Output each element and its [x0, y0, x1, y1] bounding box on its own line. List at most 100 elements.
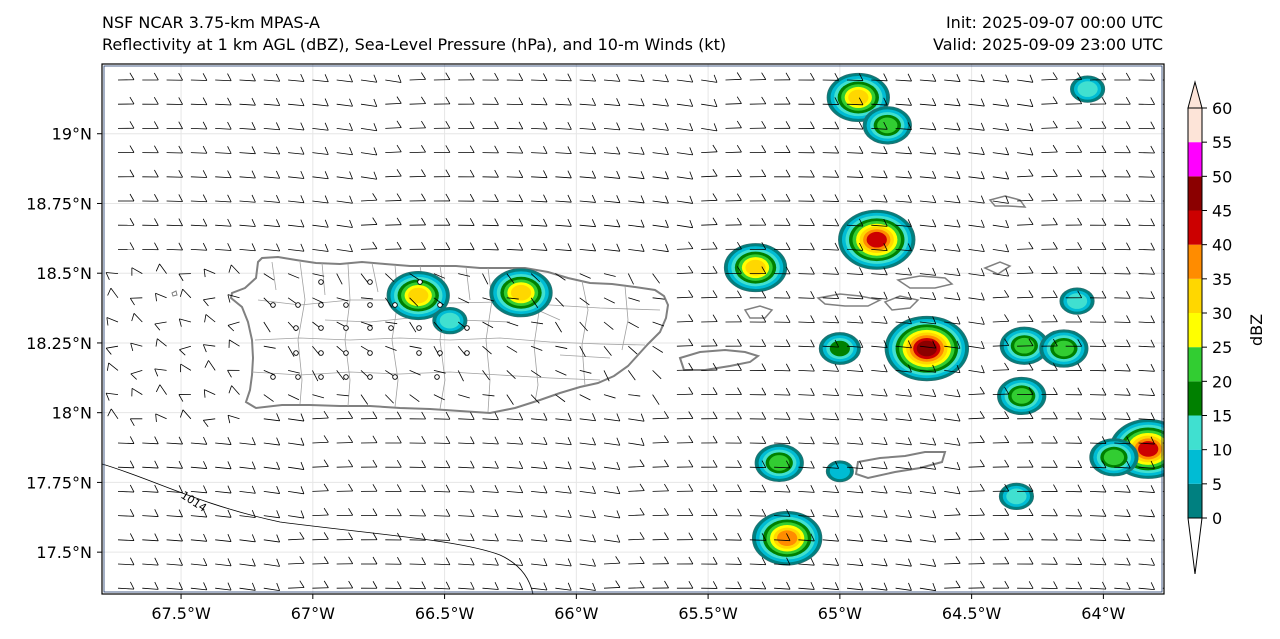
- wind-barb: [482, 533, 499, 542]
- wind-barb: [774, 121, 791, 129]
- wind-barb: [336, 147, 353, 156]
- wind-barb: [919, 267, 937, 276]
- wind-barb: [749, 266, 767, 275]
- wind-barb: [1138, 363, 1155, 372]
- wind-barb: [846, 291, 864, 300]
- wind-barb: [433, 394, 445, 401]
- wind-barb: [1114, 242, 1131, 251]
- wind-barb: [409, 370, 421, 376]
- wind-barb: [968, 556, 985, 565]
- wind-barb: [336, 435, 354, 444]
- wind-barb: [263, 437, 281, 446]
- wind-barb: [506, 370, 516, 379]
- wind-barb: [579, 273, 591, 279]
- wind-barb: [336, 195, 353, 204]
- wind-barb: [409, 321, 417, 333]
- wind-barb: [190, 582, 208, 591]
- init-time: Init: 2025-09-07 00:00 UTC: [945, 13, 1163, 32]
- wind-barb: [531, 582, 548, 591]
- wind-barb: [774, 557, 791, 566]
- wind-barb: [263, 146, 281, 155]
- wind-barb: [433, 533, 451, 541]
- wind-barb: [190, 218, 208, 227]
- wind-barb: [846, 218, 864, 227]
- wind-barb: [1089, 315, 1107, 323]
- wind-barb: [239, 461, 256, 470]
- wind-barb: [482, 72, 499, 81]
- wind-barb: [676, 314, 694, 323]
- wind-barb: [968, 316, 985, 325]
- wind-barb: [131, 267, 143, 276]
- colorbar: 0 5 10 15 20 25 30 35 40 45 50 55 60: [1187, 80, 1232, 575]
- wind-barb: [944, 122, 961, 131]
- wind-barb: [117, 484, 135, 493]
- wind-barb: [482, 97, 499, 105]
- wind-barb: [871, 534, 888, 543]
- wind-barb: [166, 72, 183, 81]
- wind-barb: [1089, 484, 1107, 493]
- wind-barb: [992, 147, 1010, 156]
- wind-barb: [676, 459, 694, 468]
- wind-barb: [871, 437, 888, 446]
- wind-barb: [203, 297, 216, 307]
- wind-barb: [1162, 79, 1164, 81]
- wind-barb: [106, 317, 119, 326]
- wind-barb: [263, 273, 275, 281]
- wind-barb: [166, 533, 183, 542]
- wind-barb: [117, 145, 135, 153]
- wind-barb: [822, 388, 840, 397]
- wind-barb: [215, 437, 232, 445]
- calm-wind-marker: [318, 302, 324, 308]
- wind-barb: [919, 195, 937, 203]
- wind-barb: [336, 244, 353, 253]
- wind-barb: [1089, 169, 1107, 178]
- lon-tick-label: 67.5°W: [151, 604, 211, 623]
- wind-barb: [992, 195, 1010, 204]
- wind-barb: [1138, 266, 1155, 275]
- wind-barb: [652, 273, 660, 284]
- wind-barb: [992, 290, 1010, 299]
- calm-wind-marker: [343, 374, 349, 380]
- wind-barb: [701, 556, 718, 565]
- wind-barb: [846, 315, 864, 324]
- wind-barb: [482, 370, 490, 381]
- wind-barb: [895, 437, 912, 446]
- wind-barb: [895, 73, 912, 82]
- wind-barb: [749, 557, 767, 566]
- wind-barb: [312, 410, 329, 420]
- wind-barb: [603, 370, 610, 382]
- wind-barb: [1065, 339, 1083, 347]
- wind-barb: [944, 580, 961, 589]
- wind-barb: [725, 435, 742, 444]
- wind-barb: [846, 267, 864, 276]
- wind-barb: [1138, 315, 1155, 324]
- wind-barb: [846, 582, 864, 591]
- wind-barb: [107, 408, 119, 420]
- wind-barb: [944, 243, 961, 252]
- wind-barb: [579, 558, 596, 567]
- wind-barb: [749, 508, 767, 517]
- wind-barb: [628, 297, 640, 302]
- calm-wind-marker: [367, 374, 373, 380]
- reflectivity-cell: [826, 72, 890, 123]
- wind-barb: [131, 313, 143, 323]
- wind-barb: [1089, 266, 1107, 275]
- model-title: NSF NCAR 3.75-km MPAS-A: [102, 13, 320, 32]
- wind-barb: [506, 485, 524, 494]
- wind-barb: [1138, 557, 1155, 566]
- wind-barb: [458, 557, 475, 566]
- colorbar-tick-label: 25: [1212, 338, 1232, 357]
- map-frame-inner: [103, 65, 1163, 593]
- wind-barb: [895, 219, 912, 227]
- wind-barb: [798, 169, 815, 178]
- wind-barb: [725, 411, 742, 420]
- wind-barb: [458, 193, 475, 202]
- wind-barb: [701, 459, 718, 468]
- lat-tick-label: 19°N: [52, 125, 92, 144]
- wind-barb: [627, 273, 634, 285]
- wind-barb: [628, 507, 645, 516]
- colorbar-tick-label: 60: [1212, 99, 1232, 118]
- wind-barb: [384, 297, 393, 308]
- wind-barb: [409, 435, 426, 444]
- calm-wind-marker: [367, 325, 373, 331]
